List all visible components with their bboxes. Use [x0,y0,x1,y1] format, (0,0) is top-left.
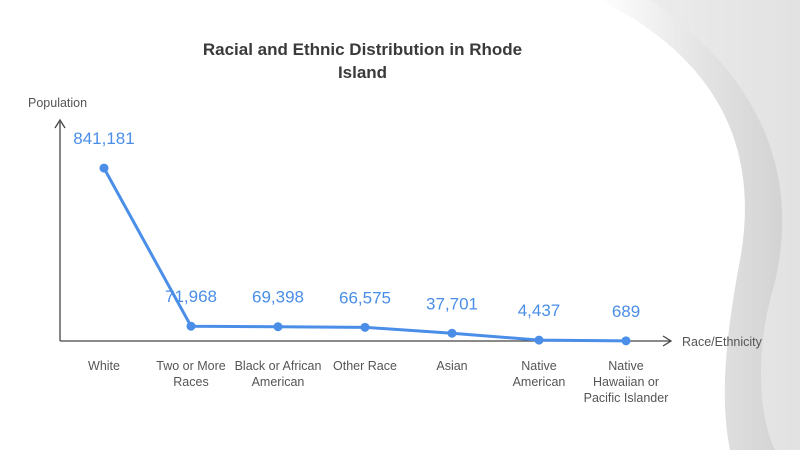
point [186,321,196,331]
data-label: 69,398 [252,288,304,307]
point [99,163,109,173]
point [273,322,283,332]
decor [650,0,800,450]
data-label: 689 [612,302,640,321]
x-tick-label: Two or More Races [156,359,226,389]
x-axis-label: Race/Ethnicity [682,335,762,349]
y-arrow [54,118,66,129]
chart-title: Racial and Ethnic Distribution in Rhode … [202,40,523,82]
x-tick-label: Other Race [333,359,397,373]
data-label: 841,181 [73,129,134,148]
y-axis-label: Population [28,96,88,110]
point [621,336,631,346]
x-tick-label: Black or African American [234,359,322,389]
point [360,322,370,332]
data-label: 4,437 [518,301,561,320]
x-tick-label: Native American [512,359,566,389]
x-tick-label: Native Hawaiian or Pacific Islander [583,359,669,405]
data-label: 71,968 [165,287,217,306]
data-label: 66,575 [339,288,391,307]
x-tick-label: White [88,359,120,373]
point [447,328,457,338]
x-arrow [662,335,673,347]
point [534,335,544,345]
data-label: 37,701 [426,294,478,313]
x-tick-label: Asian [436,359,468,373]
decor [600,0,800,450]
